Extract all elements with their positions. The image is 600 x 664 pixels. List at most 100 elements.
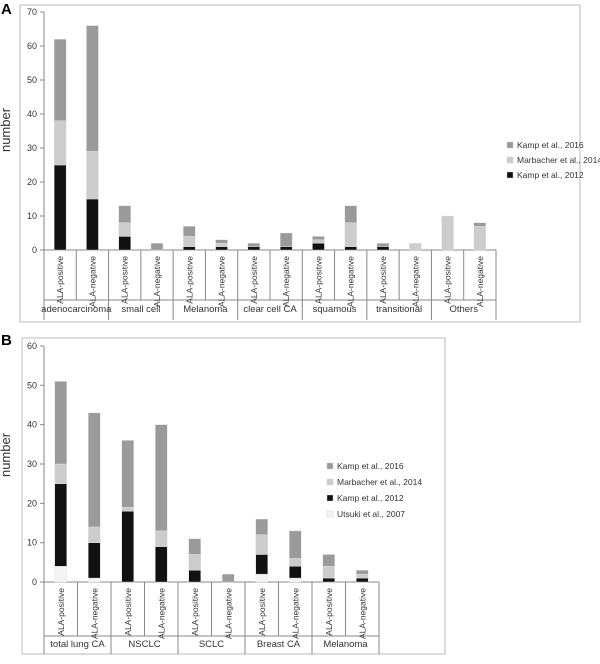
legend-swatch	[326, 510, 334, 518]
legend-entry: Kamp et al., 2016	[517, 140, 584, 150]
group-label: squamous	[313, 304, 357, 315]
bar-segment-utsuki2007	[255, 573, 268, 583]
bar-segment-kamp2016	[289, 530, 302, 559]
bar-segment-kamp2012	[183, 246, 196, 251]
category-label: ALA-negative	[217, 256, 227, 307]
bar-segment-marbacher2014	[155, 530, 168, 547]
category-label: ALA-negative	[410, 256, 420, 307]
bar-segment-kamp2012	[312, 242, 325, 251]
y-tick-label: 10	[27, 211, 37, 221]
bar-segment-kamp2016	[356, 570, 369, 575]
y-tick-label: 30	[27, 143, 37, 153]
legend-entry: Kamp et al., 2012	[517, 170, 584, 180]
legend-swatch	[326, 494, 334, 502]
bar-segment-kamp2016	[322, 554, 335, 567]
panel-a: A 0 10 20 30 40 50 60 70 number ALA-positive ALA-n…	[0, 1, 600, 323]
panel-b: B 0 10 20 30 40 50 60 number ALA-positive ALA-neg…	[0, 332, 446, 655]
category-label: ALA-positive	[324, 588, 334, 636]
legend-entry: Kamp et al., 2016	[337, 461, 404, 471]
y-tick-label: 50	[27, 75, 37, 85]
category-label: ALA-negative	[223, 588, 233, 639]
y-tick-label: 50	[27, 380, 37, 390]
category-label: ALA-positive	[55, 256, 65, 304]
bar-segment-kamp2016	[121, 440, 134, 508]
group-label: SCLC	[199, 639, 224, 650]
category-label: ALA-negative	[290, 588, 300, 639]
bar-segment-kamp2016	[344, 205, 357, 224]
bar-segment-kamp2012	[376, 246, 390, 251]
category-label: ALA-positive	[120, 256, 130, 304]
group-label: adenocarcinoma	[41, 304, 112, 315]
y-tick-label: 30	[27, 459, 37, 469]
bar-segment-marbacher2014	[86, 151, 99, 200]
bar-segment-marbacher2014	[322, 566, 335, 579]
group-label: Breast CA	[257, 639, 301, 650]
bar-segment-kamp2016	[183, 225, 196, 237]
category-label: ALA-negative	[156, 588, 166, 639]
y-axis-label: number	[0, 432, 13, 477]
bar-segment-kamp2016	[222, 573, 235, 583]
legend-entry: Kamp et al., 2012	[337, 493, 404, 503]
bar-segment-kamp2016	[255, 518, 268, 535]
category-label: ALA-positive	[56, 588, 66, 636]
category-label: ALA-negative	[87, 256, 97, 307]
y-tick-label: 60	[27, 341, 37, 351]
y-tick-label: 60	[27, 41, 37, 51]
group-label: transitional	[376, 304, 422, 315]
bar-segment-kamp2012	[255, 554, 268, 575]
bar-segment-kamp2016	[150, 242, 164, 251]
bar-segment-marbacher2014	[88, 526, 101, 543]
group-label: small cell	[121, 304, 160, 315]
bar-segment-kamp2012	[86, 198, 99, 251]
bar-segment-kamp2012	[344, 246, 357, 251]
bar-segment-marbacher2014	[54, 463, 67, 484]
bar-segment-marbacher2014	[312, 239, 325, 244]
bar-segment-kamp2016	[155, 424, 168, 532]
bar-segment-kamp2012	[215, 246, 228, 251]
legend-entry: Utsuki et al., 2007	[337, 509, 405, 519]
legend-swatch	[506, 156, 514, 164]
bar-segment-kamp2016	[312, 236, 325, 240]
y-axis-label: number	[0, 107, 13, 152]
y-tick-label: 10	[27, 538, 37, 548]
category-label: ALA-negative	[281, 256, 291, 307]
bar-segment-kamp2012	[54, 483, 67, 567]
bar-segment-marbacher2014	[289, 558, 302, 567]
category-label: ALA-negative	[89, 588, 99, 639]
category-label: ALA-positive	[184, 256, 194, 304]
bar-segment-marbacher2014	[255, 534, 268, 555]
category-label: ALA-positive	[378, 256, 388, 304]
bar-segment-kamp2012	[289, 566, 302, 579]
category-label: ALA-positive	[249, 256, 259, 304]
bar-segment-kamp2012	[118, 236, 131, 251]
category-label: ALA-positive	[123, 588, 133, 636]
bar-segment-kamp2016	[54, 381, 67, 465]
group-label: Melanoma	[323, 639, 368, 650]
group-label: Others	[449, 304, 478, 315]
category-label: ALA-positive	[313, 256, 323, 304]
bar-segment-kamp2012	[247, 246, 261, 251]
chart-frame-a	[19, 4, 581, 323]
y-tick-label: 40	[27, 420, 37, 430]
bar-segment-kamp2012	[322, 577, 335, 583]
legend-swatch	[326, 462, 334, 470]
panel-b-label: B	[1, 332, 12, 349]
bar-segment-kamp2016	[215, 239, 228, 244]
bar-segment-kamp2012	[356, 577, 369, 583]
group-label: clear cell CA	[243, 304, 297, 315]
category-label: ALA-negative	[475, 256, 485, 307]
bar-segment-kamp2016	[53, 39, 67, 121]
bar-segment-marbacher2014	[356, 573, 369, 579]
bar-segment-kamp2012	[53, 164, 67, 251]
category-label: ALA-negative	[346, 256, 356, 307]
bar-segment-marbacher2014	[409, 242, 422, 251]
bar-segment-kamp2016	[376, 242, 390, 247]
category-label: ALA-negative	[357, 588, 367, 639]
bar-segment-kamp2012	[279, 246, 293, 251]
y-tick-label: 0	[32, 577, 37, 587]
y-tick-label: 70	[27, 7, 37, 17]
group-label: total lung CA	[50, 639, 105, 650]
y-tick-label: 20	[27, 498, 37, 508]
bar-segment-utsuki2007	[54, 566, 67, 583]
